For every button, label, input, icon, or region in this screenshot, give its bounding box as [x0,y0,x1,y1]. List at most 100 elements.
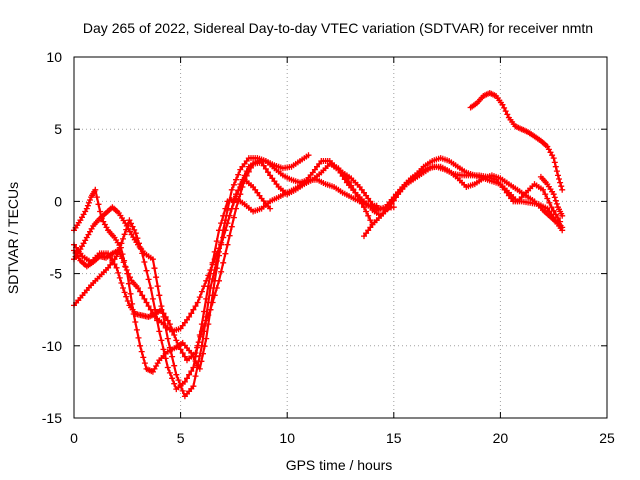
data-point [188,368,195,375]
x-tick-label: 25 [599,430,615,446]
data-point [158,337,165,344]
data-series [71,90,566,400]
data-point [169,353,176,360]
data-point [243,168,250,175]
data-point [196,332,203,338]
data-point [218,220,225,227]
data-point [149,295,156,302]
data-point [196,352,203,359]
grid-lines [74,57,607,418]
data-point [164,335,171,342]
data-point [557,179,564,186]
data-point [154,317,161,324]
data-point [152,306,158,313]
data-point [551,159,558,166]
series-line [72,154,310,373]
data-point [216,248,222,255]
x-tick-label: 20 [493,430,509,446]
data-point [171,380,178,387]
data-point [209,276,216,282]
data-point [121,289,128,296]
data-point [175,377,182,384]
data-point [128,220,134,227]
data-point [97,208,104,215]
data-point [203,313,210,320]
data-point [120,259,127,266]
data-point [555,215,561,221]
x-tick-label: 15 [386,430,402,446]
data-point [160,313,167,320]
data-point [129,223,136,230]
data-point [207,270,214,277]
data-point [392,194,399,201]
data-point [171,362,178,369]
data-point [149,256,156,263]
data-point [125,270,132,277]
data-point [226,212,233,219]
x-axis-label: GPS time / hours [286,457,393,473]
data-point [120,235,126,242]
data-point [190,306,197,313]
data-point [132,230,139,237]
data-point [226,232,233,239]
data-point [224,220,231,227]
data-point [160,346,167,353]
data-point [188,310,195,317]
data-point [84,202,91,209]
data-point [156,292,163,299]
series-line [72,178,272,398]
data-point [198,321,205,328]
axes: 0 5 10 15 20 25 -15 -10 -5 0 5 10 [42,49,615,446]
data-point [194,299,201,306]
data-point [553,168,560,175]
data-point [166,344,173,351]
data-point [141,295,148,302]
data-point [235,171,242,178]
series-trace-8 [369,163,566,234]
data-point [207,306,214,313]
data-point [123,267,130,273]
data-point [552,211,559,218]
data-point [125,280,132,287]
data-point [135,285,141,291]
x-tick-label: 10 [279,430,295,446]
data-point [211,267,218,273]
data-point [233,191,239,198]
data-point [233,176,239,183]
data-point [230,181,237,188]
y-tick-label: -5 [50,266,63,282]
data-point [120,285,126,291]
series-trace-3 [71,158,380,335]
data-point [173,337,180,344]
data-point [181,353,188,360]
data-point [124,298,131,304]
data-point [123,293,130,300]
data-point [213,285,220,291]
data-point [113,253,120,260]
data-point [126,217,133,224]
data-point [115,248,122,255]
data-point [230,214,237,221]
data-point [556,176,562,182]
data-point [224,241,231,248]
series-trace-2 [71,159,376,364]
data-point [504,111,511,118]
data-point [119,255,125,262]
data-point [186,313,193,320]
series-trace-1 [71,152,312,375]
data-point [85,199,92,206]
data-point [237,184,244,190]
data-point [140,354,147,361]
data-point [118,280,125,286]
data-point [162,324,169,331]
data-point [213,258,220,264]
data-point [390,197,397,204]
y-tick-label: 0 [54,193,62,209]
data-point [218,241,225,248]
data-point [550,191,557,198]
data-point [502,108,509,115]
data-point [552,197,559,204]
data-point [133,326,140,333]
data-point [213,238,220,245]
